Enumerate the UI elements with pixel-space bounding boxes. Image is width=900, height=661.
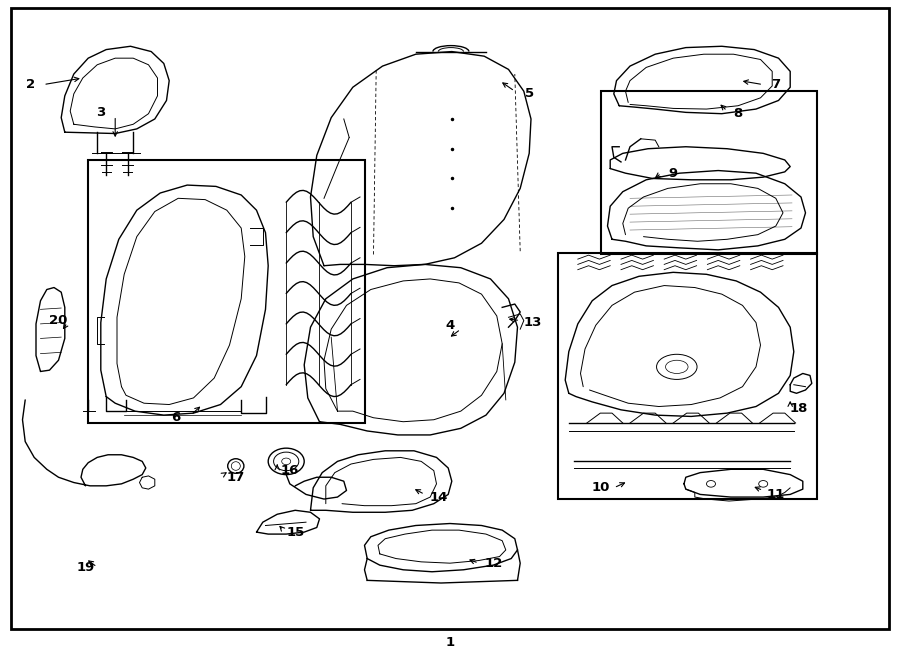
- Text: 18: 18: [790, 402, 808, 415]
- Text: 1: 1: [446, 636, 454, 649]
- Text: 19: 19: [76, 561, 94, 574]
- Text: 12: 12: [484, 557, 502, 570]
- Text: 7: 7: [771, 78, 780, 91]
- Text: 15: 15: [286, 525, 304, 539]
- Text: 2: 2: [26, 78, 35, 91]
- Text: 6: 6: [171, 411, 180, 424]
- Text: 8: 8: [734, 107, 742, 120]
- Text: 10: 10: [592, 481, 610, 494]
- Bar: [601, 91, 817, 254]
- Text: 20: 20: [50, 314, 68, 327]
- Text: 9: 9: [669, 167, 678, 180]
- Text: 5: 5: [525, 87, 534, 100]
- Text: 11: 11: [767, 488, 785, 501]
- Bar: [88, 160, 365, 423]
- Text: 16: 16: [281, 464, 299, 477]
- Text: 14: 14: [430, 490, 448, 504]
- Bar: [558, 253, 817, 499]
- Text: 4: 4: [446, 319, 454, 332]
- Text: 3: 3: [96, 106, 105, 119]
- Text: 17: 17: [227, 471, 245, 484]
- Text: 13: 13: [524, 316, 542, 329]
